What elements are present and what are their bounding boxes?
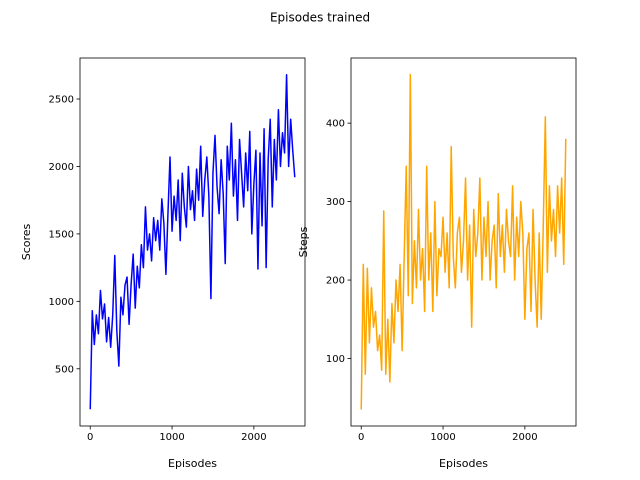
y-tick-label: 200 [326,276,345,287]
y-tick-label: 1000 [49,297,74,308]
x-tick-label: 1000 [430,432,455,443]
x-tick-label: 0 [87,432,93,443]
x-tick-label: 2000 [512,432,537,443]
y-tick-label: 100 [326,354,345,365]
y-tick-label: 2500 [49,95,74,106]
plot-frame [350,57,577,427]
y-axis-label: Scores [20,223,33,260]
x-tick-label: 1000 [159,432,184,443]
data-line [360,73,567,410]
data-line [89,73,296,410]
y-tick-label: 1500 [49,229,74,240]
figure-title: Episodes trained [270,11,370,25]
x-axis-label: Episodes [439,457,488,470]
plot-frame [79,57,306,427]
x-axis-label: Episodes [168,457,217,470]
x-tick-label: 2000 [241,432,266,443]
y-tick-label: 300 [326,197,345,208]
y-axis-label: Steps [297,226,310,257]
y-tick-label: 2000 [49,162,74,173]
x-tick-label: 0 [358,432,364,443]
y-tick-label: 400 [326,119,345,130]
y-tick-label: 500 [55,364,74,375]
